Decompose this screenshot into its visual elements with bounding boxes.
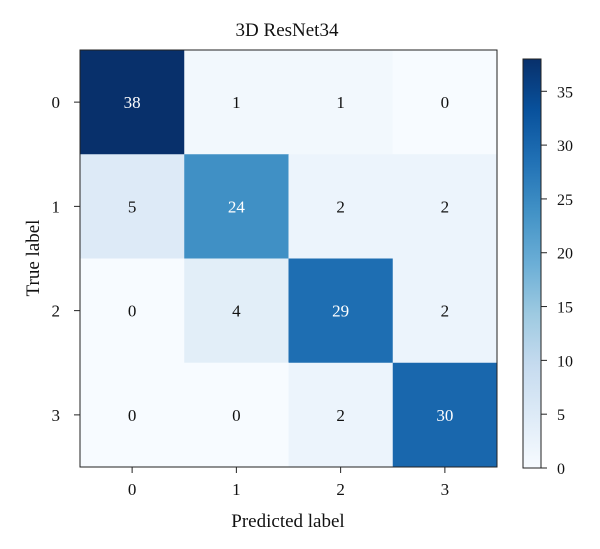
- colorbar-tick-label: 10: [557, 353, 573, 370]
- x-axis-label: Predicted label: [231, 511, 344, 532]
- y-tick-label: 3: [52, 406, 61, 425]
- heatmap-cell-0-1: [184, 50, 289, 155]
- colorbar-ticks: 0 5 10 15 20 25 30 35: [541, 84, 573, 478]
- cell-value-label: 24: [228, 197, 246, 216]
- heatmap-cell-2-1: [184, 258, 289, 364]
- heatmap-cell-3-2: [288, 362, 394, 468]
- x-tick-label: 2: [336, 480, 345, 499]
- heatmap-cell-0-3: [392, 50, 498, 155]
- cell-value-label: 0: [441, 93, 450, 112]
- plot-frame: [79, 49, 498, 468]
- y-tick-label: 1: [52, 197, 61, 216]
- x-tick-label: 3: [441, 480, 450, 499]
- cell-value-label: 2: [336, 197, 345, 216]
- y-tick-label: 2: [52, 302, 61, 321]
- heatmap-cell-3-3: [392, 362, 498, 468]
- colorbar-tick-label: 5: [557, 407, 565, 424]
- cell-value-label: 30: [436, 406, 453, 425]
- heatmap-cell-0-2: [288, 50, 394, 155]
- heatmap-cell-1-0: [80, 154, 185, 259]
- cell-value-label: 0: [128, 406, 137, 425]
- cell-value-label: 2: [441, 302, 450, 321]
- x-tick-label: 0: [128, 480, 137, 499]
- colorbar-tick-label: 15: [557, 300, 573, 317]
- heatmap-cell-1-1: [184, 154, 289, 259]
- colorbar-tick-label: 35: [557, 84, 573, 101]
- chart-title: 3D ResNet34: [236, 20, 339, 41]
- x-tick-label: 1: [232, 480, 241, 499]
- cell-value-label: 4: [232, 302, 241, 321]
- heatmap-cell-0-0: [80, 50, 185, 155]
- cell-value-label: 1: [336, 93, 345, 112]
- heatmap-cell-2-0: [80, 258, 185, 364]
- cell-value-label: 1: [232, 93, 241, 112]
- colorbar-tick-label: 30: [557, 138, 573, 155]
- y-tick-label: 0: [52, 93, 61, 112]
- cell-value-label: 38: [124, 93, 141, 112]
- colorbar-tick-label: 25: [557, 192, 573, 209]
- y-axis-label: True label: [23, 220, 44, 297]
- heatmap-cell-2-3: [392, 258, 498, 364]
- y-axis-ticks: 0 1 2 3: [52, 93, 80, 425]
- heatmap-cell-3-0: [80, 362, 185, 468]
- colorbar-tick-label: 0: [557, 461, 565, 478]
- colorbar: [522, 58, 542, 469]
- cell-value-label: 0: [128, 302, 137, 321]
- cell-value-label: 0: [232, 406, 241, 425]
- colorbar-tick-label: 20: [557, 246, 573, 263]
- heatmap-cell-1-3: [392, 154, 498, 259]
- cell-value-label: 29: [332, 302, 349, 321]
- cell-value-label: 5: [128, 197, 137, 216]
- heatmap-cell-2-2: [288, 258, 394, 364]
- heatmap-cells: 38 1 1 0 5 24 2 2 0 4 29 2 0 0 2 30: [80, 50, 498, 468]
- cell-value-label: 2: [336, 406, 345, 425]
- heatmap-cell-3-1: [184, 362, 289, 468]
- cell-value-label: 2: [441, 197, 450, 216]
- heatmap-cell-1-2: [288, 154, 394, 259]
- x-axis-ticks: 0 1 2 3: [128, 467, 449, 499]
